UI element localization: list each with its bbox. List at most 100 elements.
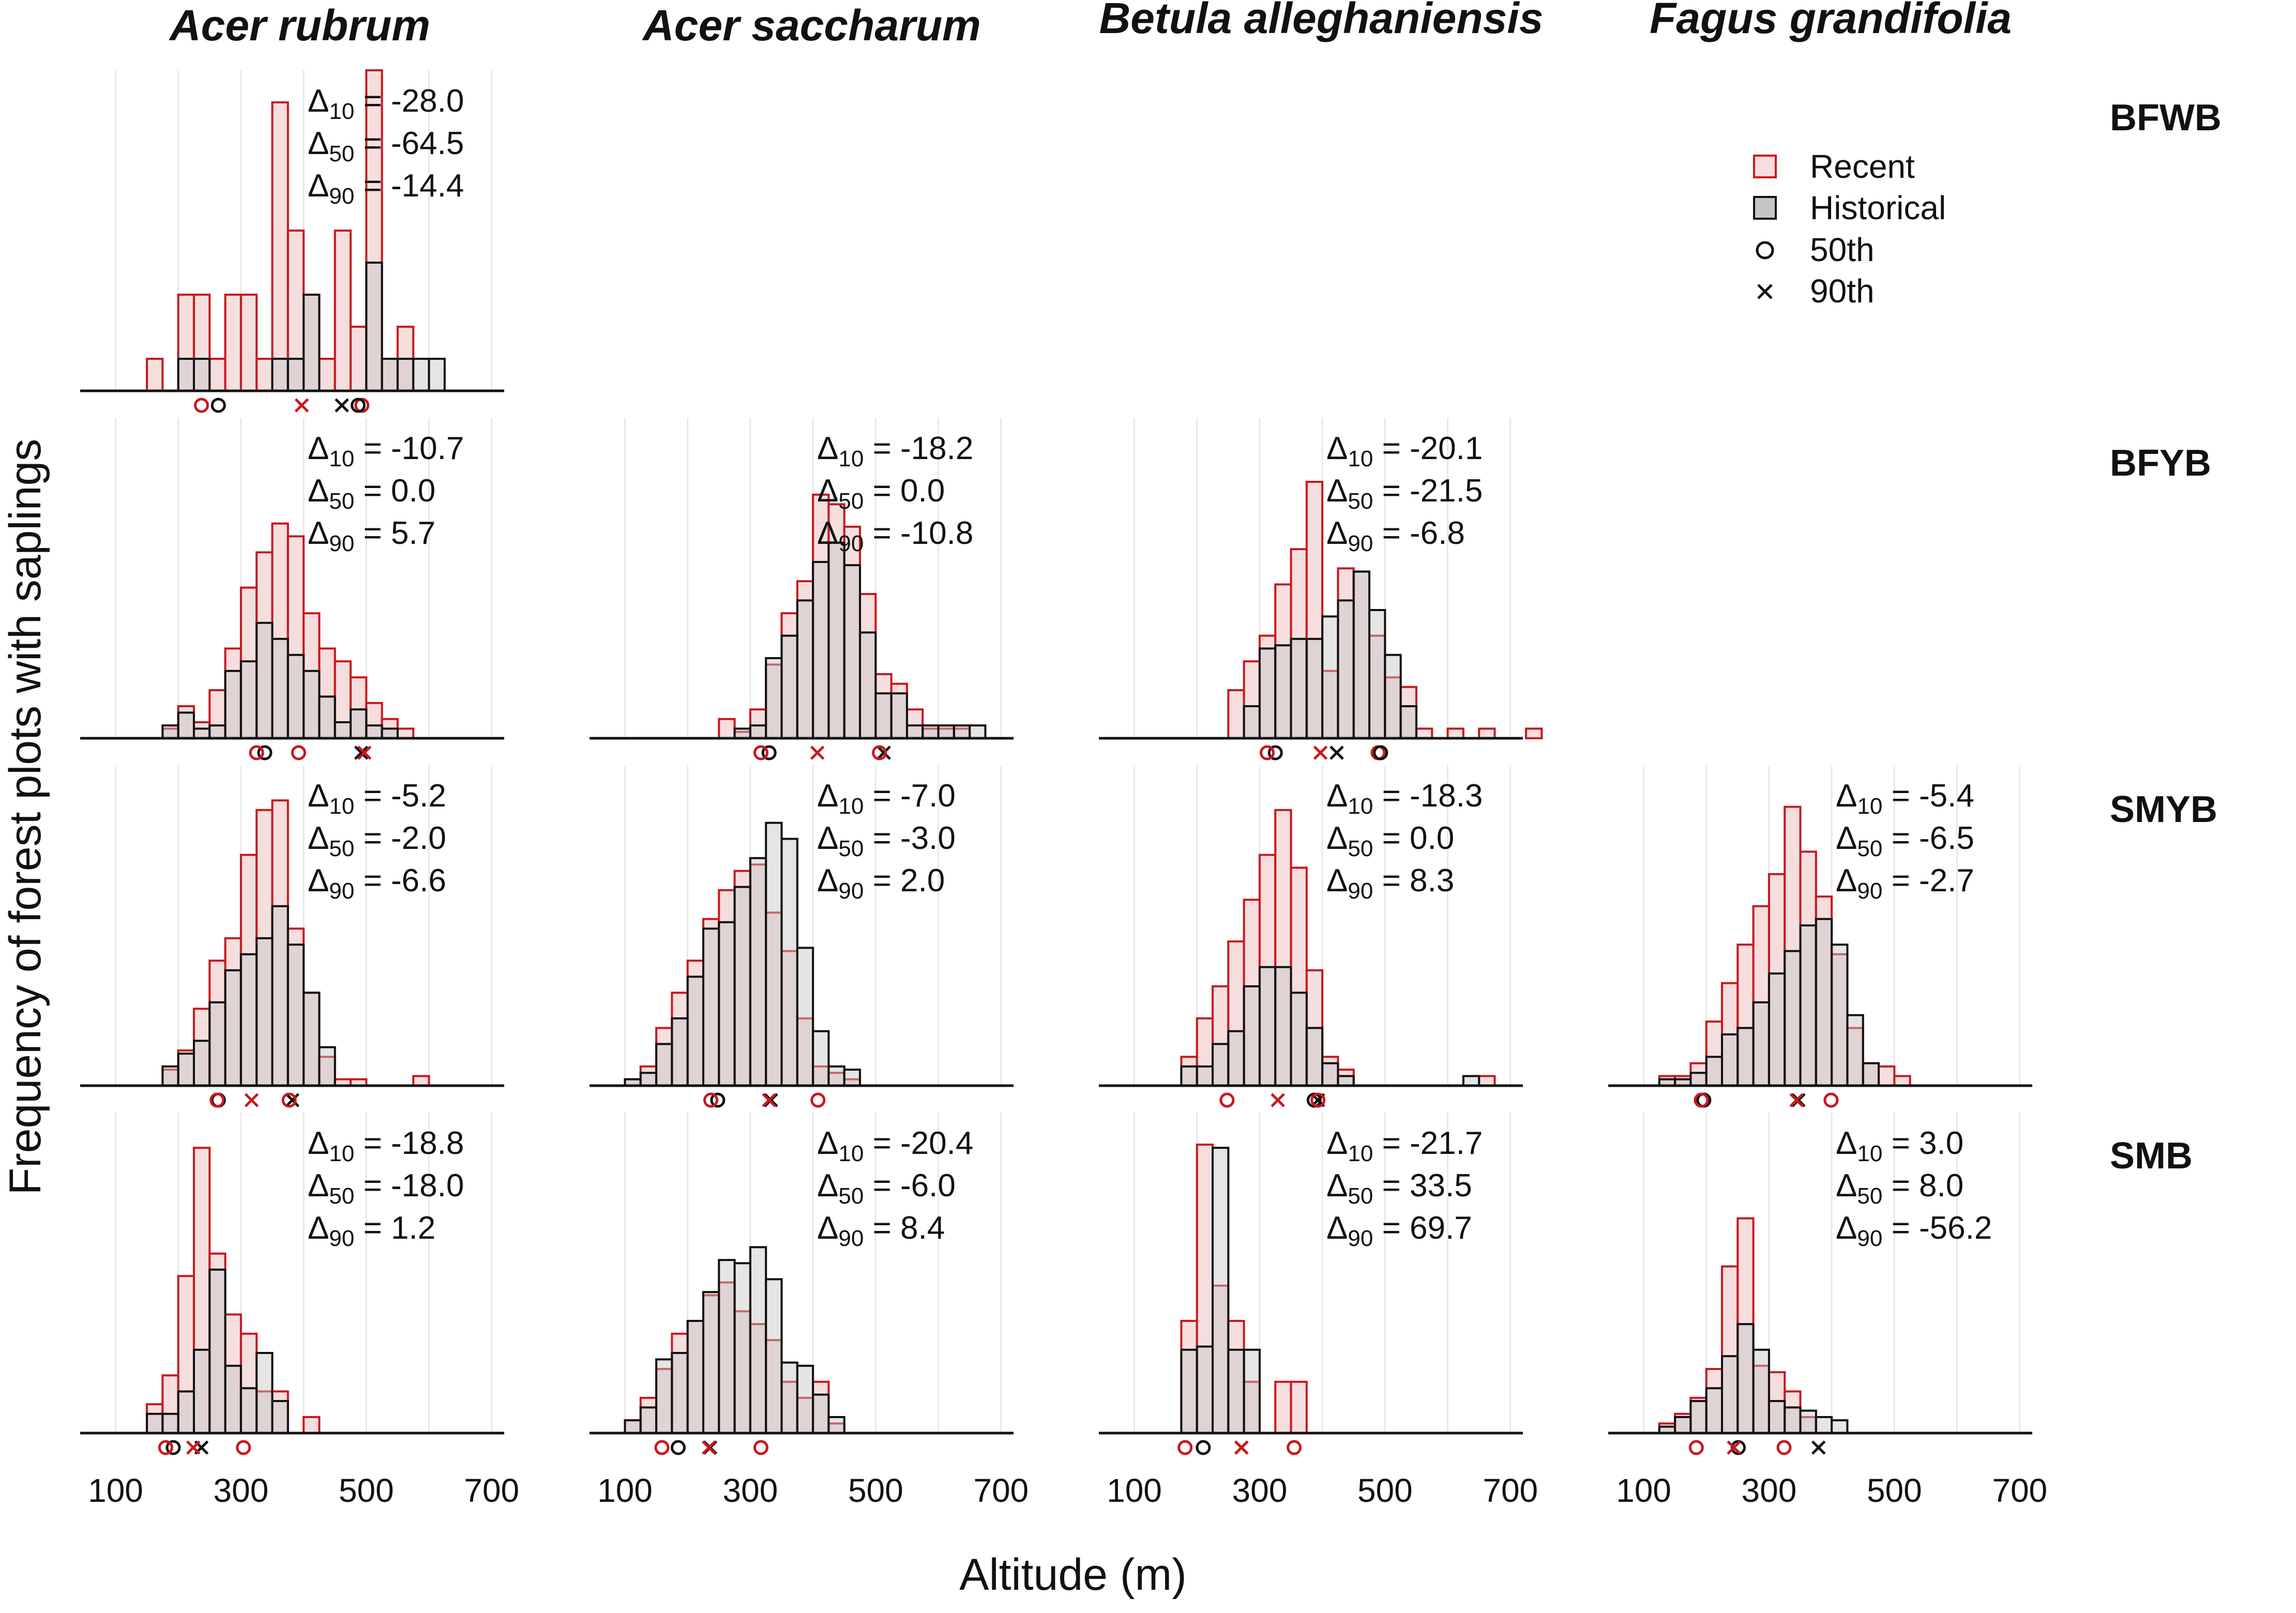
historical-bar: [428, 358, 446, 392]
recent-bar: [1784, 1390, 1802, 1434]
historical-bar: [303, 294, 321, 392]
historical-bar: [271, 1400, 289, 1434]
recent-bar: [639, 1396, 658, 1435]
delta-10-value: = -18.3: [1373, 778, 1483, 814]
delta-10-value: = -5.4: [1882, 778, 1974, 814]
delta-50-label: Δ50 = -3.0: [817, 820, 956, 861]
historical-50th-marker: [210, 398, 226, 413]
historical-bar: [146, 1412, 164, 1435]
historical-bar: [286, 358, 305, 392]
recent-bar: [1831, 953, 1849, 1087]
historical-bar: [812, 1030, 830, 1087]
historical-bar: [224, 969, 242, 1087]
delta-50-value: = -6.0: [864, 1168, 956, 1204]
recent-bar: [1878, 1065, 1896, 1087]
historical-bar: [1321, 1062, 1339, 1087]
delta-50-label: Δ50 = -6.5: [1836, 820, 1974, 861]
recent-bar: [208, 358, 226, 392]
recent-90th-marker: [244, 1093, 259, 1107]
delta-10-label: Δ10 = -18.2: [817, 431, 973, 471]
recent-90th-marker: [810, 745, 825, 760]
historical-bar: [239, 660, 258, 739]
historical-bar: [1196, 1345, 1214, 1435]
historical-bar: [671, 1017, 689, 1087]
historical-bar: [1705, 1056, 1724, 1087]
historical-bar: [1212, 1043, 1230, 1087]
column-title-acer-rubrum: Acer rubrum: [169, 1, 430, 50]
delta-50-value: = 0.0: [864, 473, 945, 509]
delta-50-label: Δ50 = -21.5: [1326, 473, 1483, 514]
historical-bar: [780, 634, 798, 739]
historical-bar: [1290, 637, 1308, 740]
delta-10-value: = -18.8: [354, 1125, 464, 1161]
historical-bar: [1196, 1065, 1214, 1087]
recent-bar: [146, 358, 164, 392]
recent-50th-marker: [1287, 1440, 1302, 1455]
historical-bar: [812, 1393, 830, 1435]
historical-bar: [177, 1053, 195, 1087]
x-tick-label: 300: [1742, 1472, 1797, 1509]
recent-bar: [1290, 1380, 1308, 1435]
delta-50-value: = -18.0: [354, 1168, 464, 1204]
recent-50th-marker: [1310, 1092, 1326, 1108]
delta-10-label: Δ10 = -7.0: [817, 778, 956, 819]
recent-bar: [350, 326, 368, 392]
delta-50-value: = 0.0: [354, 473, 435, 509]
recent-50th-marker: [291, 745, 306, 760]
recent-50th-marker: [194, 398, 209, 413]
recent-bar: [1752, 1364, 1770, 1435]
legend-historical-swatch: [1753, 196, 1777, 220]
historical-bar: [1674, 1416, 1692, 1434]
historical-bar: [718, 921, 736, 1087]
historical-bar: [1721, 1355, 1739, 1434]
historical-50th-marker: [165, 1440, 181, 1455]
historical-bar: [1815, 1416, 1833, 1434]
recent-bar: [718, 718, 736, 740]
historical-bar: [905, 724, 924, 739]
recent-50th-marker: [753, 745, 769, 760]
delta-90-label: Δ90 = 1.2: [308, 1210, 435, 1251]
historical-bar: [177, 1390, 195, 1434]
historical-bar: [765, 821, 783, 1087]
historical-bar: [843, 1069, 862, 1087]
historical-bar: [765, 1278, 783, 1434]
historical-bar: [686, 976, 705, 1087]
historical-bar: [303, 669, 321, 740]
historical-bar: [1689, 1072, 1708, 1087]
historical-bar: [286, 653, 305, 740]
historical-bar: [303, 992, 321, 1087]
historical-bar: [318, 1046, 336, 1087]
historical-bar: [255, 621, 274, 740]
recent-50th-marker: [1259, 745, 1275, 760]
x-tick-label: 100: [1107, 1472, 1162, 1509]
historical-bar: [1736, 1027, 1755, 1087]
historical-bar: [1227, 1030, 1245, 1087]
row-label-smyb: SMYB: [2110, 789, 2217, 830]
historical-bar: [365, 262, 383, 392]
recent-50th-marker: [753, 1440, 769, 1455]
historical-bar: [365, 724, 383, 739]
historical-bar: [208, 1001, 226, 1087]
legend-90th-symbol: [1757, 284, 1773, 299]
x-tick-label: 100: [88, 1472, 143, 1509]
historical-50th-marker: [671, 1440, 686, 1455]
historical-bar: [224, 1364, 242, 1435]
historical-bar: [733, 1262, 751, 1434]
legend-50th-symbol: [1756, 241, 1774, 260]
historical-bar: [1752, 1001, 1770, 1087]
historical-bar: [1768, 972, 1786, 1087]
delta-50-value: = 0.0: [1373, 820, 1454, 856]
recent-bar: [208, 960, 226, 1087]
recent-bar: [702, 918, 720, 1087]
delta-10-value: = -10.7: [354, 431, 464, 466]
delta-10-value: = -20.4: [864, 1125, 973, 1161]
delta-50-label: Δ50 = -64.5: [308, 126, 464, 166]
x-tick-label: 700: [464, 1472, 519, 1509]
historical-bar: [1768, 1400, 1786, 1434]
recent-bar: [193, 1147, 211, 1434]
delta-50-value: = -21.5: [1373, 473, 1483, 509]
delta-50-label: Δ50 = 8.0: [1836, 1168, 1963, 1209]
recent-bar: [1752, 905, 1770, 1087]
